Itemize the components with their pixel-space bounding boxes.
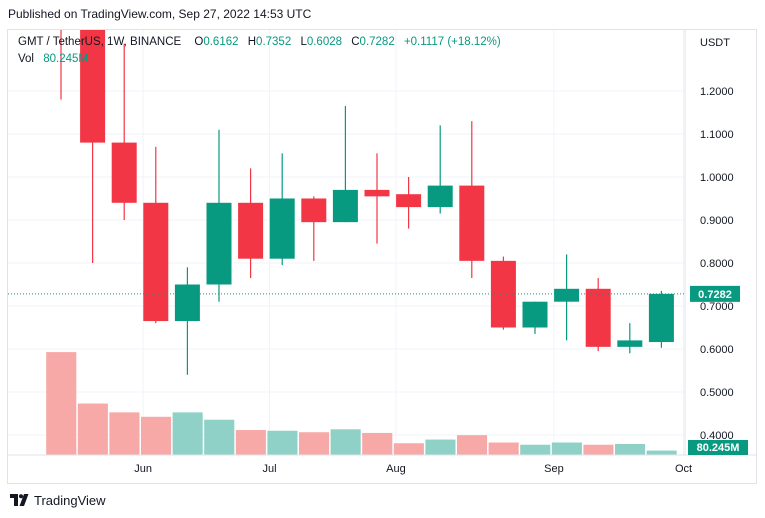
x-tick-label: Jun bbox=[134, 463, 152, 475]
published-caption: Published on TradingView.com, Sep 27, 20… bbox=[8, 7, 312, 21]
candle-body[interactable] bbox=[238, 202, 264, 259]
volume-bar[interactable] bbox=[46, 352, 77, 455]
volume-bar[interactable] bbox=[457, 435, 488, 455]
x-tick-label: Oct bbox=[675, 463, 692, 475]
legend-ohlc-row: GMT / TetherUS, 1W, BINANCE O0.6162 H0.7… bbox=[18, 34, 501, 51]
y-tick-label: 0.9000 bbox=[700, 215, 734, 227]
x-tick-label: Sep bbox=[544, 463, 564, 475]
y-tick-label: 0.7000 bbox=[700, 301, 734, 313]
volume-bar[interactable] bbox=[299, 432, 330, 455]
volume-bar[interactable] bbox=[204, 419, 235, 455]
volume-bar[interactable] bbox=[615, 443, 646, 455]
y-tick-label: 1.0000 bbox=[700, 172, 734, 184]
chart-frame bbox=[7, 29, 757, 484]
legend-open-label: O bbox=[194, 36, 204, 48]
volume-bar[interactable] bbox=[583, 444, 614, 455]
volume-bar[interactable] bbox=[235, 430, 266, 455]
y-tick-label: 1.2000 bbox=[700, 86, 734, 98]
candle-body[interactable] bbox=[143, 202, 169, 322]
legend-volume-value: 80.245M bbox=[43, 53, 88, 65]
legend-high-label: H bbox=[247, 36, 257, 48]
legend-symbol[interactable]: GMT / TetherUS, 1W, BINANCE bbox=[18, 36, 182, 48]
candle-body[interactable] bbox=[459, 185, 485, 261]
x-tick-label: Aug bbox=[386, 463, 406, 475]
volume-badge[interactable] bbox=[688, 440, 748, 455]
candle-body[interactable] bbox=[648, 293, 674, 343]
y-tick-label: 0.6000 bbox=[700, 344, 734, 356]
legend-close-label: C bbox=[351, 36, 360, 48]
legend-close-value: 0.7282 bbox=[359, 36, 395, 48]
legend-high-value: 0.7352 bbox=[256, 36, 292, 48]
last-price-badge[interactable] bbox=[690, 285, 740, 302]
volume-bar[interactable] bbox=[267, 430, 298, 455]
volume-bar[interactable] bbox=[520, 444, 551, 455]
chart-legend: GMT / TetherUS, 1W, BINANCE O0.6162 H0.7… bbox=[18, 34, 501, 68]
legend-low-label: L bbox=[300, 36, 307, 48]
candle-body[interactable] bbox=[396, 194, 422, 208]
legend-low-value: 0.6028 bbox=[306, 36, 343, 48]
candle-body[interactable] bbox=[174, 284, 200, 322]
candle-body[interactable] bbox=[364, 189, 390, 197]
volume-bar[interactable] bbox=[488, 442, 519, 455]
candle-body[interactable] bbox=[585, 288, 611, 347]
volume-bar[interactable] bbox=[330, 429, 361, 455]
volume-bar[interactable] bbox=[109, 412, 140, 455]
candle-body[interactable] bbox=[427, 185, 453, 208]
y-tick-label: 0.5000 bbox=[700, 387, 734, 399]
candle-body[interactable] bbox=[111, 142, 137, 203]
tradingview-logo-icon[interactable] bbox=[10, 494, 30, 506]
candle-body[interactable] bbox=[554, 288, 580, 302]
volume-bar[interactable] bbox=[551, 442, 582, 455]
legend-open-value: 0.6162 bbox=[203, 36, 239, 48]
volume-bar[interactable] bbox=[141, 416, 172, 455]
volume-badge-label: 80.245M bbox=[697, 442, 740, 454]
volume-bar[interactable] bbox=[172, 412, 203, 455]
candle-body[interactable] bbox=[332, 189, 358, 223]
legend-volume-label: Vol bbox=[18, 53, 34, 65]
candle-body[interactable] bbox=[206, 202, 232, 285]
currency-label: USDT bbox=[700, 37, 730, 49]
y-tick-label: 0.4000 bbox=[700, 430, 734, 442]
volume-bar[interactable] bbox=[646, 450, 677, 455]
volume-bar[interactable] bbox=[393, 443, 424, 455]
y-tick-label: 1.1000 bbox=[700, 129, 734, 141]
footer: TradingView bbox=[10, 490, 106, 510]
y-tick-label: 0.8000 bbox=[700, 258, 734, 270]
candle-body[interactable] bbox=[617, 340, 643, 347]
candle-body[interactable] bbox=[522, 301, 548, 328]
x-tick-label: Jul bbox=[263, 463, 277, 475]
volume-bar[interactable] bbox=[425, 439, 456, 455]
candle-body[interactable] bbox=[301, 198, 327, 223]
volume-bar[interactable] bbox=[77, 403, 108, 455]
legend-change-value: +0.1117 (+18.12%) bbox=[403, 36, 501, 48]
last-price-label: 0.7282 bbox=[698, 289, 732, 301]
footer-brand[interactable]: TradingView bbox=[34, 492, 106, 508]
legend-volume-row: Vol 80.245M bbox=[18, 51, 501, 68]
candle-body[interactable] bbox=[80, 5, 106, 143]
volume-bar[interactable] bbox=[362, 432, 393, 455]
candle-body[interactable] bbox=[269, 198, 295, 259]
